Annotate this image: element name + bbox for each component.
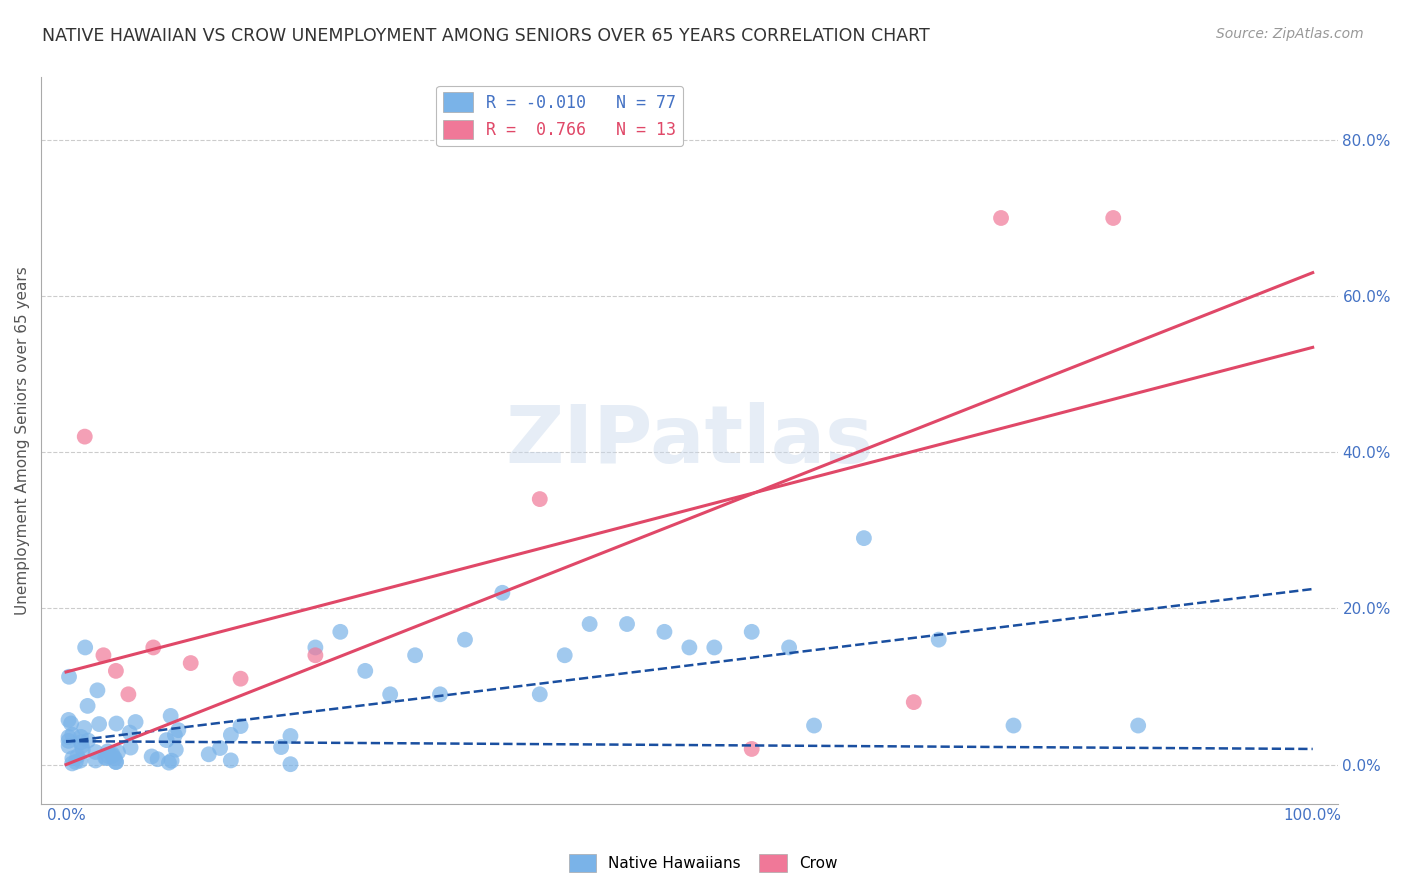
Point (380, 687, 402, 701)
Point (280, 729, 302, 743)
Point (60, 751, 83, 765)
Point (209, 741, 232, 756)
Point (70, 735, 93, 749)
Point (304, 648, 326, 663)
Point (578, 617, 600, 632)
Point (86, 683, 108, 698)
Point (903, 695, 925, 709)
Point (616, 617, 638, 632)
Point (654, 624, 676, 639)
Point (329, 624, 352, 639)
Point (70, 730, 93, 744)
Point (160, 754, 183, 768)
Point (404, 648, 426, 663)
Point (852, 531, 875, 545)
Point (229, 672, 252, 686)
Point (219, 753, 242, 767)
Point (77, 733, 100, 747)
Point (117, 687, 139, 701)
Point (354, 664, 377, 678)
Point (58, 670, 80, 684)
Point (72, 743, 94, 757)
Point (120, 740, 142, 755)
Point (678, 640, 700, 655)
Point (69, 754, 91, 768)
Point (104, 664, 127, 678)
Point (60, 728, 83, 742)
Point (84, 754, 107, 768)
Point (76, 698, 98, 713)
Point (778, 640, 800, 655)
Point (429, 687, 451, 701)
Point (155, 733, 177, 747)
Point (97, 749, 120, 764)
Point (142, 640, 165, 655)
Point (73, 429, 96, 443)
Point (1128, 718, 1150, 732)
Point (280, 757, 302, 772)
Point (104, 755, 127, 769)
Point (529, 492, 551, 507)
Point (803, 718, 825, 732)
Point (159, 709, 181, 723)
Point (118, 725, 141, 739)
Point (165, 742, 187, 756)
Point (1002, 718, 1025, 732)
Point (97, 744, 120, 758)
Point (60, 756, 83, 771)
Point (96, 751, 118, 765)
Point (146, 752, 169, 766)
Point (105, 716, 128, 731)
Point (124, 714, 146, 729)
Point (105, 755, 128, 769)
Point (270, 740, 292, 755)
Point (58, 730, 80, 744)
Point (163, 728, 186, 742)
Legend: Native Hawaiians, Crow: Native Hawaiians, Crow (562, 848, 844, 878)
Y-axis label: Unemployment Among Seniors over 65 years: Unemployment Among Seniors over 65 years (15, 266, 30, 615)
Point (66, 749, 89, 764)
Point (990, 211, 1012, 225)
Point (93, 648, 115, 663)
Point (87, 717, 110, 731)
Point (741, 742, 763, 756)
Point (454, 632, 477, 647)
Point (180, 656, 202, 670)
Point (529, 687, 551, 701)
Point (58, 734, 80, 748)
Point (703, 640, 725, 655)
Point (73, 721, 96, 735)
Text: Source: ZipAtlas.com: Source: ZipAtlas.com (1216, 27, 1364, 41)
Point (84, 745, 107, 759)
Point (157, 756, 180, 770)
Point (104, 751, 127, 765)
Point (741, 624, 763, 639)
Point (219, 728, 242, 742)
Point (101, 747, 124, 762)
Point (94, 750, 117, 764)
Point (1102, 211, 1125, 225)
Legend: R = -0.010   N = 77, R =  0.766   N = 13: R = -0.010 N = 77, R = 0.766 N = 13 (436, 86, 683, 146)
Point (60, 716, 83, 731)
Point (101, 748, 124, 763)
Point (167, 723, 190, 738)
Point (928, 632, 950, 647)
Point (65, 755, 87, 769)
Point (229, 719, 252, 733)
Point (141, 749, 163, 764)
Point (491, 586, 513, 600)
Point (70, 739, 93, 753)
Point (75, 640, 97, 655)
Point (304, 640, 326, 655)
Point (58, 739, 80, 754)
Point (58, 713, 80, 727)
Point (107, 745, 129, 759)
Text: ZIPatlas: ZIPatlas (505, 401, 873, 480)
Point (197, 747, 219, 762)
Point (554, 648, 576, 663)
Text: NATIVE HAWAIIAN VS CROW UNEMPLOYMENT AMONG SENIORS OVER 65 YEARS CORRELATION CHA: NATIVE HAWAIIAN VS CROW UNEMPLOYMENT AMO… (42, 27, 929, 45)
